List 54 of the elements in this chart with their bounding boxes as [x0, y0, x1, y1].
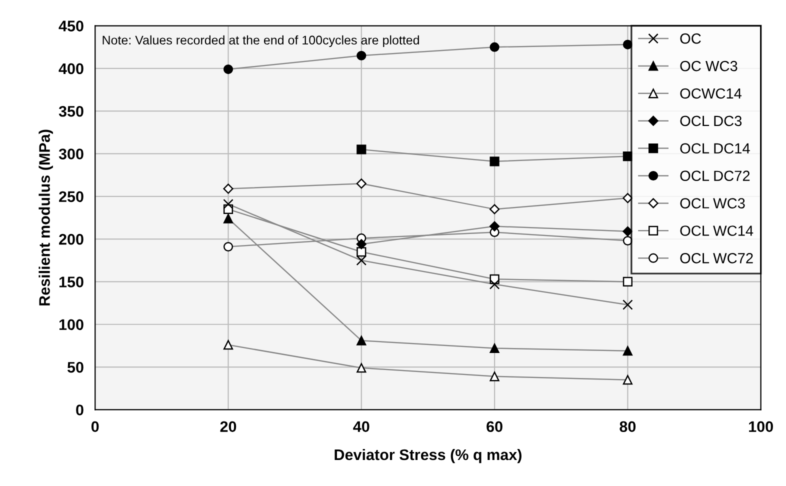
point: [356, 247, 366, 257]
point: [490, 42, 500, 52]
point: [490, 204, 500, 214]
legend-label: OCL DC72: [680, 170, 750, 182]
point: [490, 221, 500, 232]
legend-label: OCL DC3: [680, 116, 742, 126]
legend-label: OCL WC3: [680, 198, 745, 208]
point: [356, 50, 366, 60]
y-tick-label: 450: [58, 20, 84, 32]
legend-label: OCWC14: [680, 88, 742, 99]
point: [489, 279, 500, 290]
point: [223, 198, 234, 210]
point: [622, 276, 632, 287]
legend-label: OCL WC14: [680, 226, 754, 236]
x-tick-label: 60: [486, 421, 502, 432]
x-tick-label: 20: [220, 421, 236, 432]
y-tick-label: 200: [59, 234, 84, 245]
legend-label: OC: [680, 33, 701, 44]
point: [622, 193, 633, 204]
y-tick-label: 300: [58, 148, 84, 160]
point: [223, 184, 234, 194]
point: [356, 255, 367, 266]
legend-label: OC WC3: [680, 60, 738, 72]
x-tick-label: 40: [353, 421, 370, 432]
point: [490, 343, 500, 354]
point: [223, 340, 234, 350]
point: [622, 375, 632, 385]
y-tick-label: 250: [59, 191, 84, 202]
x-tick-label: 0: [91, 421, 99, 432]
point: [356, 336, 366, 346]
x-axis-title: Deviator Stress (% q max): [334, 448, 522, 464]
point: [223, 214, 234, 224]
y-tick-label: 0: [76, 404, 84, 416]
y-axis-title: Resilient modulus (MPa): [38, 130, 53, 306]
legend-label: OCL WC72: [680, 253, 753, 264]
point: [356, 239, 366, 250]
point: [223, 64, 234, 74]
point: [356, 144, 366, 154]
point: [490, 156, 500, 166]
y-tick-label: 400: [58, 63, 84, 74]
point: [490, 372, 500, 382]
annotation: Note: Values recorded at the end of 100cycles are plotted: [102, 35, 419, 48]
legend-label: OCL DC14: [680, 143, 750, 154]
x-tick-label: 100: [749, 421, 773, 432]
y-tick-label: 100: [59, 319, 84, 330]
y-tick-label: 350: [58, 106, 84, 117]
point: [356, 178, 366, 189]
point: [356, 363, 366, 373]
x-tick-label: 80: [620, 421, 636, 432]
y-tick-label: 50: [67, 362, 84, 373]
point: [223, 242, 234, 252]
y-tick-label: 150: [59, 276, 84, 288]
point: [622, 346, 632, 356]
point: [622, 300, 633, 310]
